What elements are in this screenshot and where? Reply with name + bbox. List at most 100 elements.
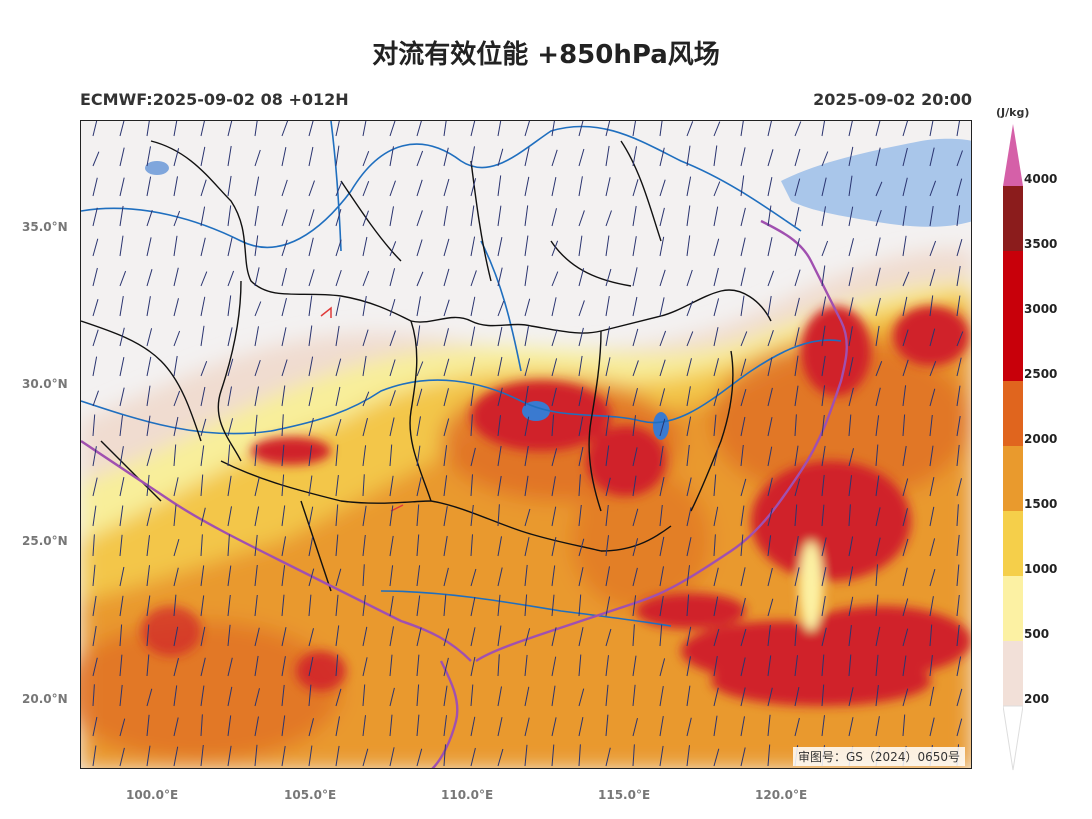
wind-barb (821, 504, 825, 527)
wind-barb (848, 357, 854, 377)
wind-barb (308, 718, 314, 737)
wind-barb (524, 385, 529, 407)
wind-barb (632, 267, 638, 287)
wind-barb (605, 121, 611, 137)
wind-barb (605, 357, 611, 377)
wind-barb (119, 121, 125, 137)
wind-barb (821, 715, 825, 737)
wind-barb (632, 684, 636, 707)
wind-barb (686, 176, 692, 197)
wind-barb (713, 506, 719, 527)
wind-barb (200, 626, 206, 647)
wind-barb (578, 121, 584, 137)
wind-barb (416, 325, 421, 347)
wind-barb (173, 235, 178, 257)
wind-barb (281, 715, 286, 737)
wind-barb (605, 210, 612, 227)
wind-barb (524, 475, 529, 497)
wind-barb (551, 656, 557, 677)
wind-barb (146, 714, 150, 737)
wind-barb (497, 625, 502, 647)
wind-barb (551, 448, 558, 467)
wind-barb (524, 594, 528, 617)
wind-barb (92, 477, 98, 497)
colorbar-tick-2500: 2500 (1024, 367, 1058, 381)
wind-barb (497, 326, 503, 347)
wind-barb (389, 714, 393, 737)
wind-barb (146, 176, 152, 197)
wind-barb (308, 237, 314, 257)
wind-barb (875, 361, 883, 377)
wind-barb (902, 538, 909, 557)
wind-barb (524, 564, 528, 587)
wind-barb (92, 414, 96, 437)
wind-barb (362, 595, 366, 617)
wind-barb (632, 538, 639, 557)
wind-barb (740, 687, 746, 707)
wind-barb (443, 594, 447, 617)
wind-barb (254, 534, 258, 557)
wind-barb (335, 325, 340, 347)
wind-barb (173, 626, 179, 647)
wind-barb (200, 325, 205, 347)
wind-barb (281, 385, 286, 407)
wind-barb (713, 388, 720, 407)
wind-barb (794, 567, 800, 587)
wind-barb (119, 624, 123, 647)
wind-barb (308, 386, 314, 407)
wind-barb (308, 146, 314, 167)
wind-barb (686, 507, 692, 527)
wind-barb (605, 445, 610, 467)
wind-barb (362, 505, 367, 527)
wind-barb (902, 478, 909, 497)
wind-barb (848, 687, 854, 707)
wind-barb (767, 121, 772, 137)
wind-barb (929, 147, 935, 167)
wind-barb (713, 327, 719, 347)
wind-barb (848, 414, 852, 437)
wind-barb (281, 565, 286, 587)
wind-barb (524, 416, 530, 437)
wind-barb (200, 445, 205, 467)
colorbar-unit: (J/kg) (996, 106, 1030, 119)
wind-barb (713, 748, 720, 767)
wind-barb (902, 359, 909, 377)
wind-barb (767, 270, 775, 287)
wind-barb (443, 268, 450, 287)
wind-barb (767, 687, 773, 707)
wind-barb (821, 265, 826, 287)
wind-barb (929, 414, 933, 437)
wind-barb (470, 121, 476, 137)
wind-barb (200, 206, 206, 227)
wind-barb (740, 534, 744, 557)
wind-barb (821, 414, 825, 437)
map-panel[interactable]: 审图号：GS（2024）0650号 (80, 120, 972, 769)
colorbar-tick-1000: 1000 (1024, 562, 1058, 576)
wind-barb (497, 504, 500, 527)
colorbar-band-2500-3000 (1003, 316, 1023, 381)
wind-barb (605, 296, 610, 317)
wind-barb (875, 181, 883, 197)
wind-barb (173, 504, 177, 527)
wind-barb (308, 656, 314, 677)
wind-barb (929, 295, 934, 317)
wind-barb (848, 206, 854, 227)
wind-barb (740, 716, 745, 737)
wind-barb (443, 178, 450, 197)
wind-barb (578, 268, 585, 287)
wind-barb (848, 387, 854, 407)
wind-barb (902, 385, 907, 407)
wind-barb (578, 210, 585, 227)
colorbar-band-2000-2500 (1003, 381, 1023, 446)
cape-fill-layer (81, 248, 971, 768)
coastline (81, 219, 848, 768)
wind-barb (173, 567, 179, 587)
wind-barb (308, 445, 313, 467)
wind-barb (686, 205, 691, 227)
wind-barb (389, 298, 396, 317)
wind-barb (146, 745, 151, 767)
wind-barb (659, 686, 664, 707)
wind-barb (848, 625, 852, 647)
colorbar-tick-4000: 4000 (1024, 172, 1058, 186)
wind-barb (119, 177, 125, 197)
